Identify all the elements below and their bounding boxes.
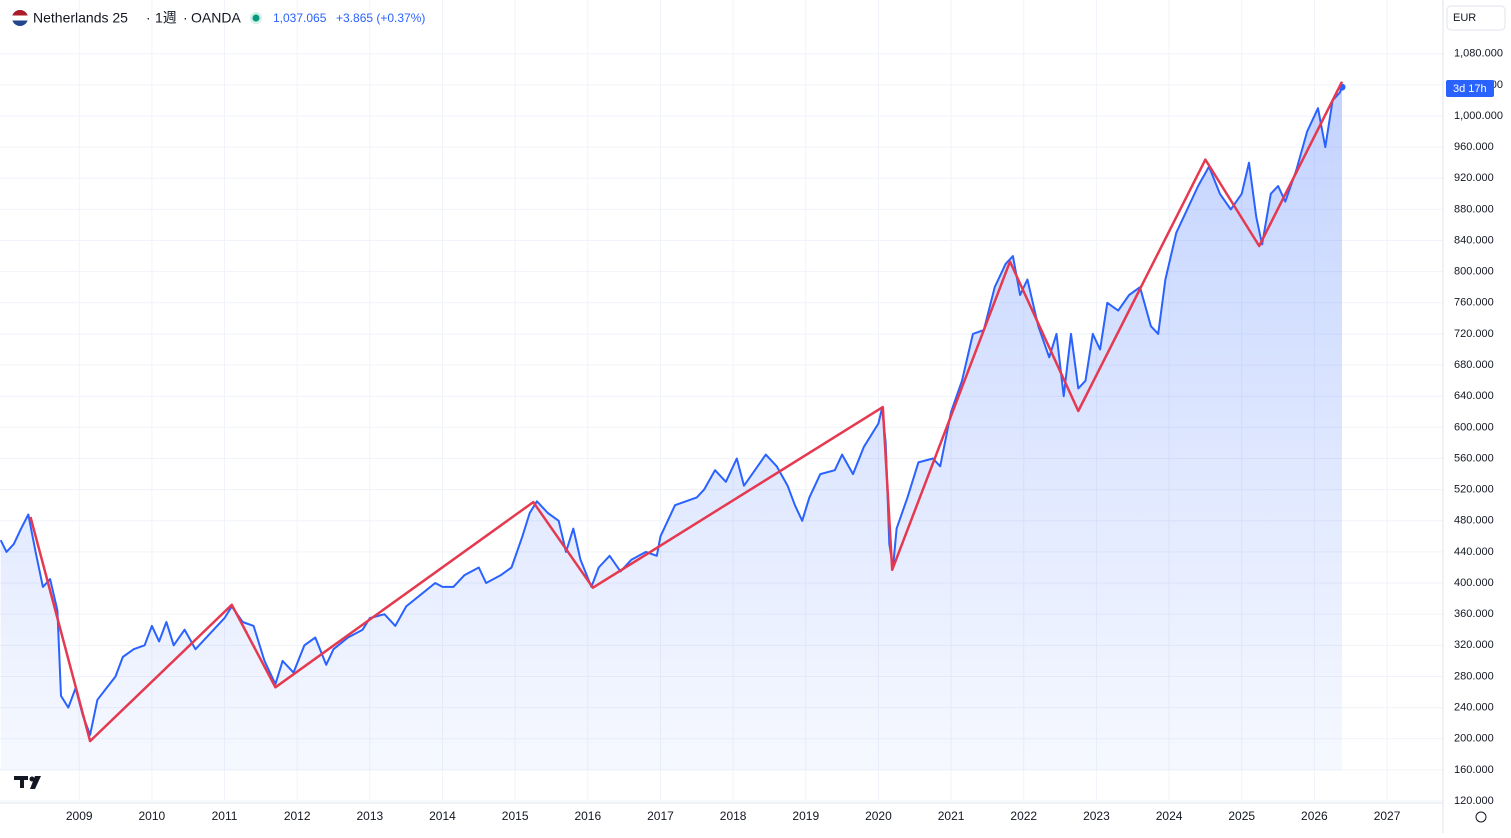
x-tick-label: 2017: [647, 809, 674, 823]
zigzag-line: [29, 81, 1344, 743]
currency-button[interactable]: [1446, 5, 1506, 31]
y-tick-label: 480.000: [1454, 515, 1494, 527]
x-tick-label: 2012: [284, 809, 311, 823]
market-status-dot: [252, 14, 260, 22]
x-tick-label: 2026: [1301, 809, 1328, 823]
symbol[interactable]: Netherlands 25: [33, 10, 128, 26]
x-tick-label: 2016: [574, 809, 601, 823]
y-tick-label: 560.000: [1454, 452, 1494, 464]
countdown: 3d 17h: [1453, 83, 1487, 95]
x-tick-label: 2009: [66, 809, 93, 823]
x-tick-label: 2015: [502, 809, 529, 823]
y-tick-label: 800.000: [1454, 266, 1494, 278]
y-tick-label: 840.000: [1454, 234, 1494, 246]
exchange: OANDA: [191, 10, 241, 26]
y-tick-label: 600.000: [1454, 421, 1494, 433]
y-tick-label: 1,000.000: [1454, 110, 1503, 122]
settings-icon[interactable]: [1475, 811, 1487, 823]
y-tick-label: 960.000: [1454, 141, 1494, 153]
currency: EUR: [1453, 12, 1476, 24]
y-tick-label: 640.000: [1454, 390, 1494, 402]
x-tick-label: 2020: [865, 809, 892, 823]
y-tick-label: 200.000: [1454, 733, 1494, 745]
separator: ·: [146, 10, 151, 26]
y-tick-label: 360.000: [1454, 608, 1494, 620]
last-price: 1,037.065: [273, 11, 327, 25]
x-tick-label: 2024: [1156, 809, 1183, 823]
tv-logo[interactable]: [14, 776, 41, 789]
x-tick-label: 2019: [792, 809, 819, 823]
y-tick-label: 680.000: [1454, 359, 1494, 371]
flag-white: [12, 15, 28, 21]
x-tick-label: 2013: [356, 809, 383, 823]
y-tick-label: 240.000: [1454, 701, 1494, 713]
y-tick-label: 280.000: [1454, 670, 1494, 682]
y-tick-label: 320.000: [1454, 639, 1494, 651]
price-line: [0, 86, 1343, 736]
y-tick-label: 920.000: [1454, 172, 1494, 184]
y-tick-label: 520.000: [1454, 484, 1494, 496]
x-tick-label: 2018: [720, 809, 747, 823]
area: [0, 87, 1343, 771]
interval[interactable]: 1週: [155, 10, 177, 26]
y-tick-label: 160.000: [1454, 764, 1494, 776]
y-tick-label: 880.000: [1454, 203, 1494, 215]
y-tick-label: 120.000: [1454, 795, 1494, 807]
x-tick-label: 2022: [1010, 809, 1037, 823]
y-tick-label: 760.000: [1454, 297, 1494, 309]
y-tick-label: 400.000: [1454, 577, 1494, 589]
x-tick-label: 2010: [139, 809, 166, 823]
y-tick-label: 440.000: [1454, 546, 1494, 558]
x-tick-label: 2027: [1374, 809, 1401, 823]
x-tick-label: 2021: [938, 809, 965, 823]
y-tick-label: 1,080.000: [1454, 48, 1503, 60]
x-tick-label: 2014: [429, 809, 456, 823]
x-tick-label: 2011: [212, 809, 238, 823]
countdown-box: [1446, 80, 1494, 97]
x-tick-label: 2023: [1083, 809, 1110, 823]
y-tick-label: 720.000: [1454, 328, 1494, 340]
x-tick-label: 2025: [1228, 809, 1255, 823]
price-change: +3.865 (+0.37%): [336, 11, 425, 25]
separator: ·: [183, 10, 188, 26]
